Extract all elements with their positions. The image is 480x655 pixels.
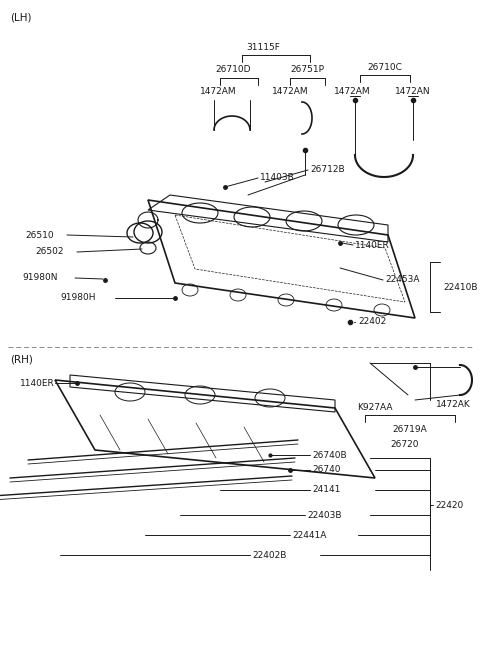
Text: 26740B: 26740B	[312, 451, 347, 460]
Text: 26751P: 26751P	[290, 66, 324, 75]
Text: 22441A: 22441A	[292, 531, 326, 540]
Text: 1472AK: 1472AK	[436, 400, 470, 409]
Text: 22410B: 22410B	[443, 282, 478, 291]
Text: 26502: 26502	[35, 248, 63, 257]
Text: 1472AM: 1472AM	[200, 88, 236, 96]
Text: 22453A: 22453A	[385, 276, 420, 284]
Text: 1472AM: 1472AM	[272, 88, 308, 96]
Text: (LH): (LH)	[10, 12, 32, 22]
Text: 26719A: 26719A	[393, 425, 427, 434]
Text: 22420: 22420	[435, 500, 463, 510]
Text: 1140ER: 1140ER	[355, 240, 390, 250]
Text: 26712B: 26712B	[310, 166, 345, 174]
Text: 26710C: 26710C	[368, 64, 402, 73]
Text: 24141: 24141	[312, 485, 340, 495]
Text: 1140ER: 1140ER	[20, 379, 55, 388]
Text: 26710D: 26710D	[215, 66, 251, 75]
Text: K927AA: K927AA	[357, 403, 393, 412]
Text: 31115F: 31115F	[246, 43, 280, 52]
Text: 91980N: 91980N	[22, 274, 58, 282]
Text: 22402: 22402	[358, 318, 386, 326]
Text: (RH): (RH)	[10, 355, 33, 365]
Text: 91980H: 91980H	[60, 293, 96, 303]
Text: 22403B: 22403B	[307, 510, 341, 519]
Text: 26740: 26740	[312, 466, 340, 474]
Text: 26720: 26720	[391, 440, 419, 449]
Text: 1472AM: 1472AM	[334, 88, 370, 96]
Text: 1472AN: 1472AN	[395, 88, 431, 96]
Text: 22402B: 22402B	[252, 550, 287, 559]
Text: 11403B: 11403B	[260, 174, 295, 183]
Text: 26510: 26510	[25, 231, 54, 240]
